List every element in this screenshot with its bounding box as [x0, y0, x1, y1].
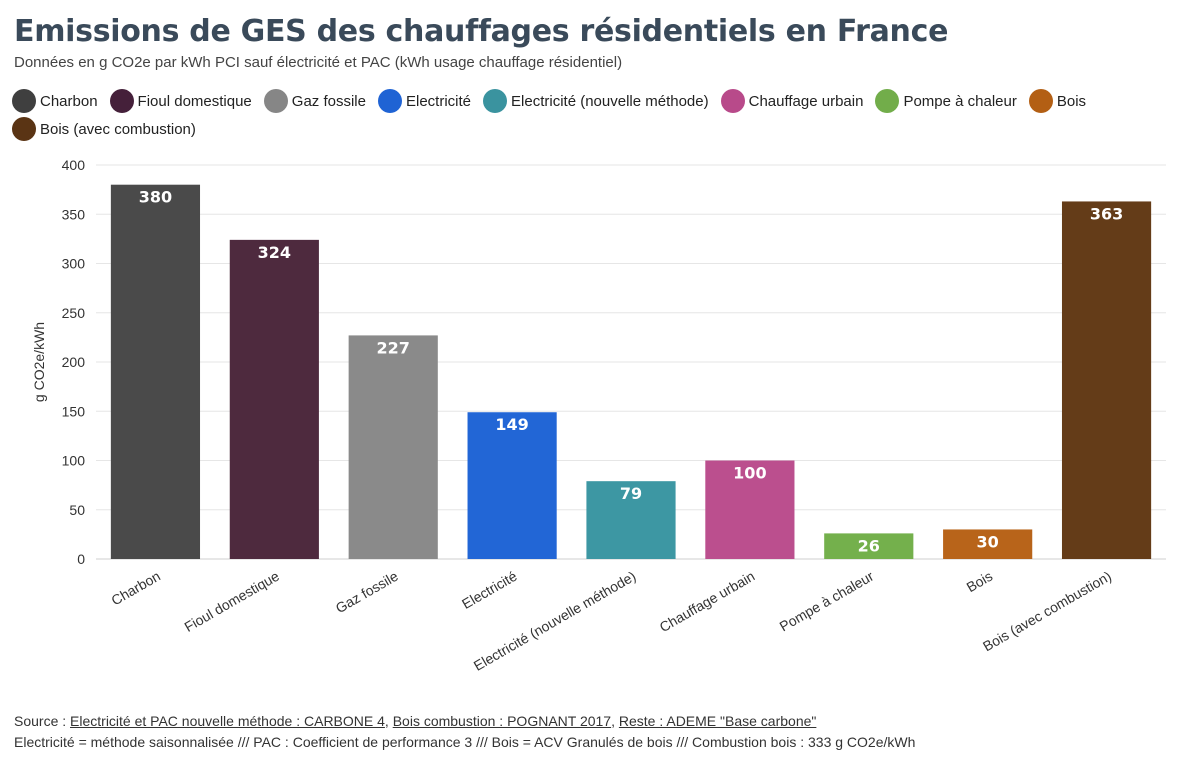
legend-label: Bois (avec combustion) [40, 120, 196, 138]
legend-item[interactable]: Chauffage urbain [720, 88, 864, 114]
bar-bois[interactable] [943, 529, 1033, 559]
x-tick-label: Chauffage urbain [657, 568, 758, 635]
legend-swatch [720, 89, 745, 113]
legend-swatch [1028, 89, 1053, 113]
bar-fioul-domestique[interactable] [229, 239, 319, 560]
legend-label: Gaz fossile [291, 92, 366, 110]
source-link-pognant[interactable]: Bois combustion : POGNANT 2017 [392, 713, 612, 729]
legend-label: Bois [1056, 92, 1087, 110]
x-tick-label: Charbon [108, 568, 163, 609]
bar-charbon[interactable] [110, 184, 201, 559]
x-tick-label: Bois (avec combustion) [980, 568, 1114, 655]
legend-swatch [875, 89, 900, 113]
data-label: 363 [1090, 204, 1123, 223]
legend-label: Charbon [40, 92, 98, 110]
y-tick-label: 300 [62, 256, 86, 272]
data-label: 79 [620, 484, 642, 503]
bar-bois-avec-combustion-[interactable] [1061, 201, 1152, 559]
chart-legend: Charbon Fioul domestique Gaz fossile Electr… [12, 88, 1182, 142]
source-line: Source : Electricité et PAC nouvelle mét… [14, 711, 915, 732]
legend-item[interactable]: Bois [1028, 88, 1087, 114]
chart-title: Emissions de GES des chauffages résident… [14, 14, 949, 49]
y-axis-title: g CO2e/kWh [31, 322, 47, 402]
legend-swatch [12, 117, 36, 141]
legend-label: Fioul domestique [137, 92, 252, 110]
legend-item[interactable]: Electricité [377, 88, 472, 114]
legend-item[interactable]: Gaz fossile [263, 88, 366, 114]
legend-swatch [483, 89, 508, 113]
legend-swatch [12, 89, 36, 113]
y-tick-label: 400 [62, 157, 86, 173]
source-link-carbone4[interactable]: Electricité et PAC nouvelle méthode : CA… [70, 713, 385, 729]
legend-label: Electricité (nouvelle méthode) [511, 92, 709, 110]
x-tick-label: Gaz fossile [333, 568, 401, 617]
data-label: 324 [258, 243, 291, 262]
y-tick-label: 100 [62, 453, 86, 469]
y-tick-label: 0 [77, 551, 85, 567]
x-tick-label: Fioul domestique [181, 568, 282, 635]
source-prefix: Source : [14, 713, 71, 729]
y-tick-label: 200 [62, 354, 86, 370]
y-tick-label: 50 [69, 502, 85, 518]
legend-swatch [263, 89, 288, 113]
data-label: 100 [733, 464, 766, 483]
data-label: 227 [377, 338, 410, 357]
legend-label: Electricité [405, 92, 472, 110]
bar-electricit-nouvelle-m-thode-[interactable] [586, 481, 676, 559]
source-link-ademe[interactable]: Reste : ADEME "Base carbone" [618, 713, 817, 729]
legend-item[interactable]: Bois (avec combustion) [12, 116, 196, 142]
chart-footer: Source : Electricité et PAC nouvelle mét… [14, 711, 915, 753]
x-tick-label: Electricité [459, 568, 520, 612]
bar-pompe-chaleur[interactable] [824, 533, 914, 559]
data-label: 30 [977, 532, 999, 551]
bar-chauffage-urbain[interactable] [705, 460, 795, 560]
bar-electricit-[interactable] [467, 412, 557, 559]
legend-swatch [377, 89, 402, 113]
bar-gaz-fossile[interactable] [348, 335, 438, 559]
chart-subtitle: Données en g CO2e par kWh PCI sauf élect… [14, 54, 623, 71]
legend-item[interactable]: Electricité (nouvelle méthode) [483, 88, 709, 114]
methodology-note: Electricité = méthode saisonnalisée /// … [14, 734, 916, 750]
data-label: 149 [495, 415, 528, 434]
data-label: 380 [139, 188, 172, 207]
legend-label: Chauffage urbain [748, 92, 864, 110]
legend-label: Pompe à chaleur [903, 92, 1017, 110]
legend-item[interactable]: Fioul domestique [109, 88, 252, 114]
legend-swatch [109, 89, 134, 113]
x-tick-label: Bois [964, 568, 996, 595]
legend-item[interactable]: Charbon [12, 88, 98, 114]
x-tick-label: Pompe à chaleur [777, 568, 877, 635]
source-separator: , [384, 713, 393, 729]
source-separator: , [611, 713, 619, 729]
legend-item[interactable]: Pompe à chaleur [875, 88, 1017, 114]
data-label: 26 [858, 536, 880, 555]
y-tick-label: 250 [62, 305, 86, 321]
bar-chart: 0 50 100 150 200 250 300 350 400 g CO2e/kWh 380 Cha… [31, 157, 1166, 674]
y-tick-label: 350 [62, 206, 86, 222]
y-tick-label: 150 [62, 403, 86, 419]
